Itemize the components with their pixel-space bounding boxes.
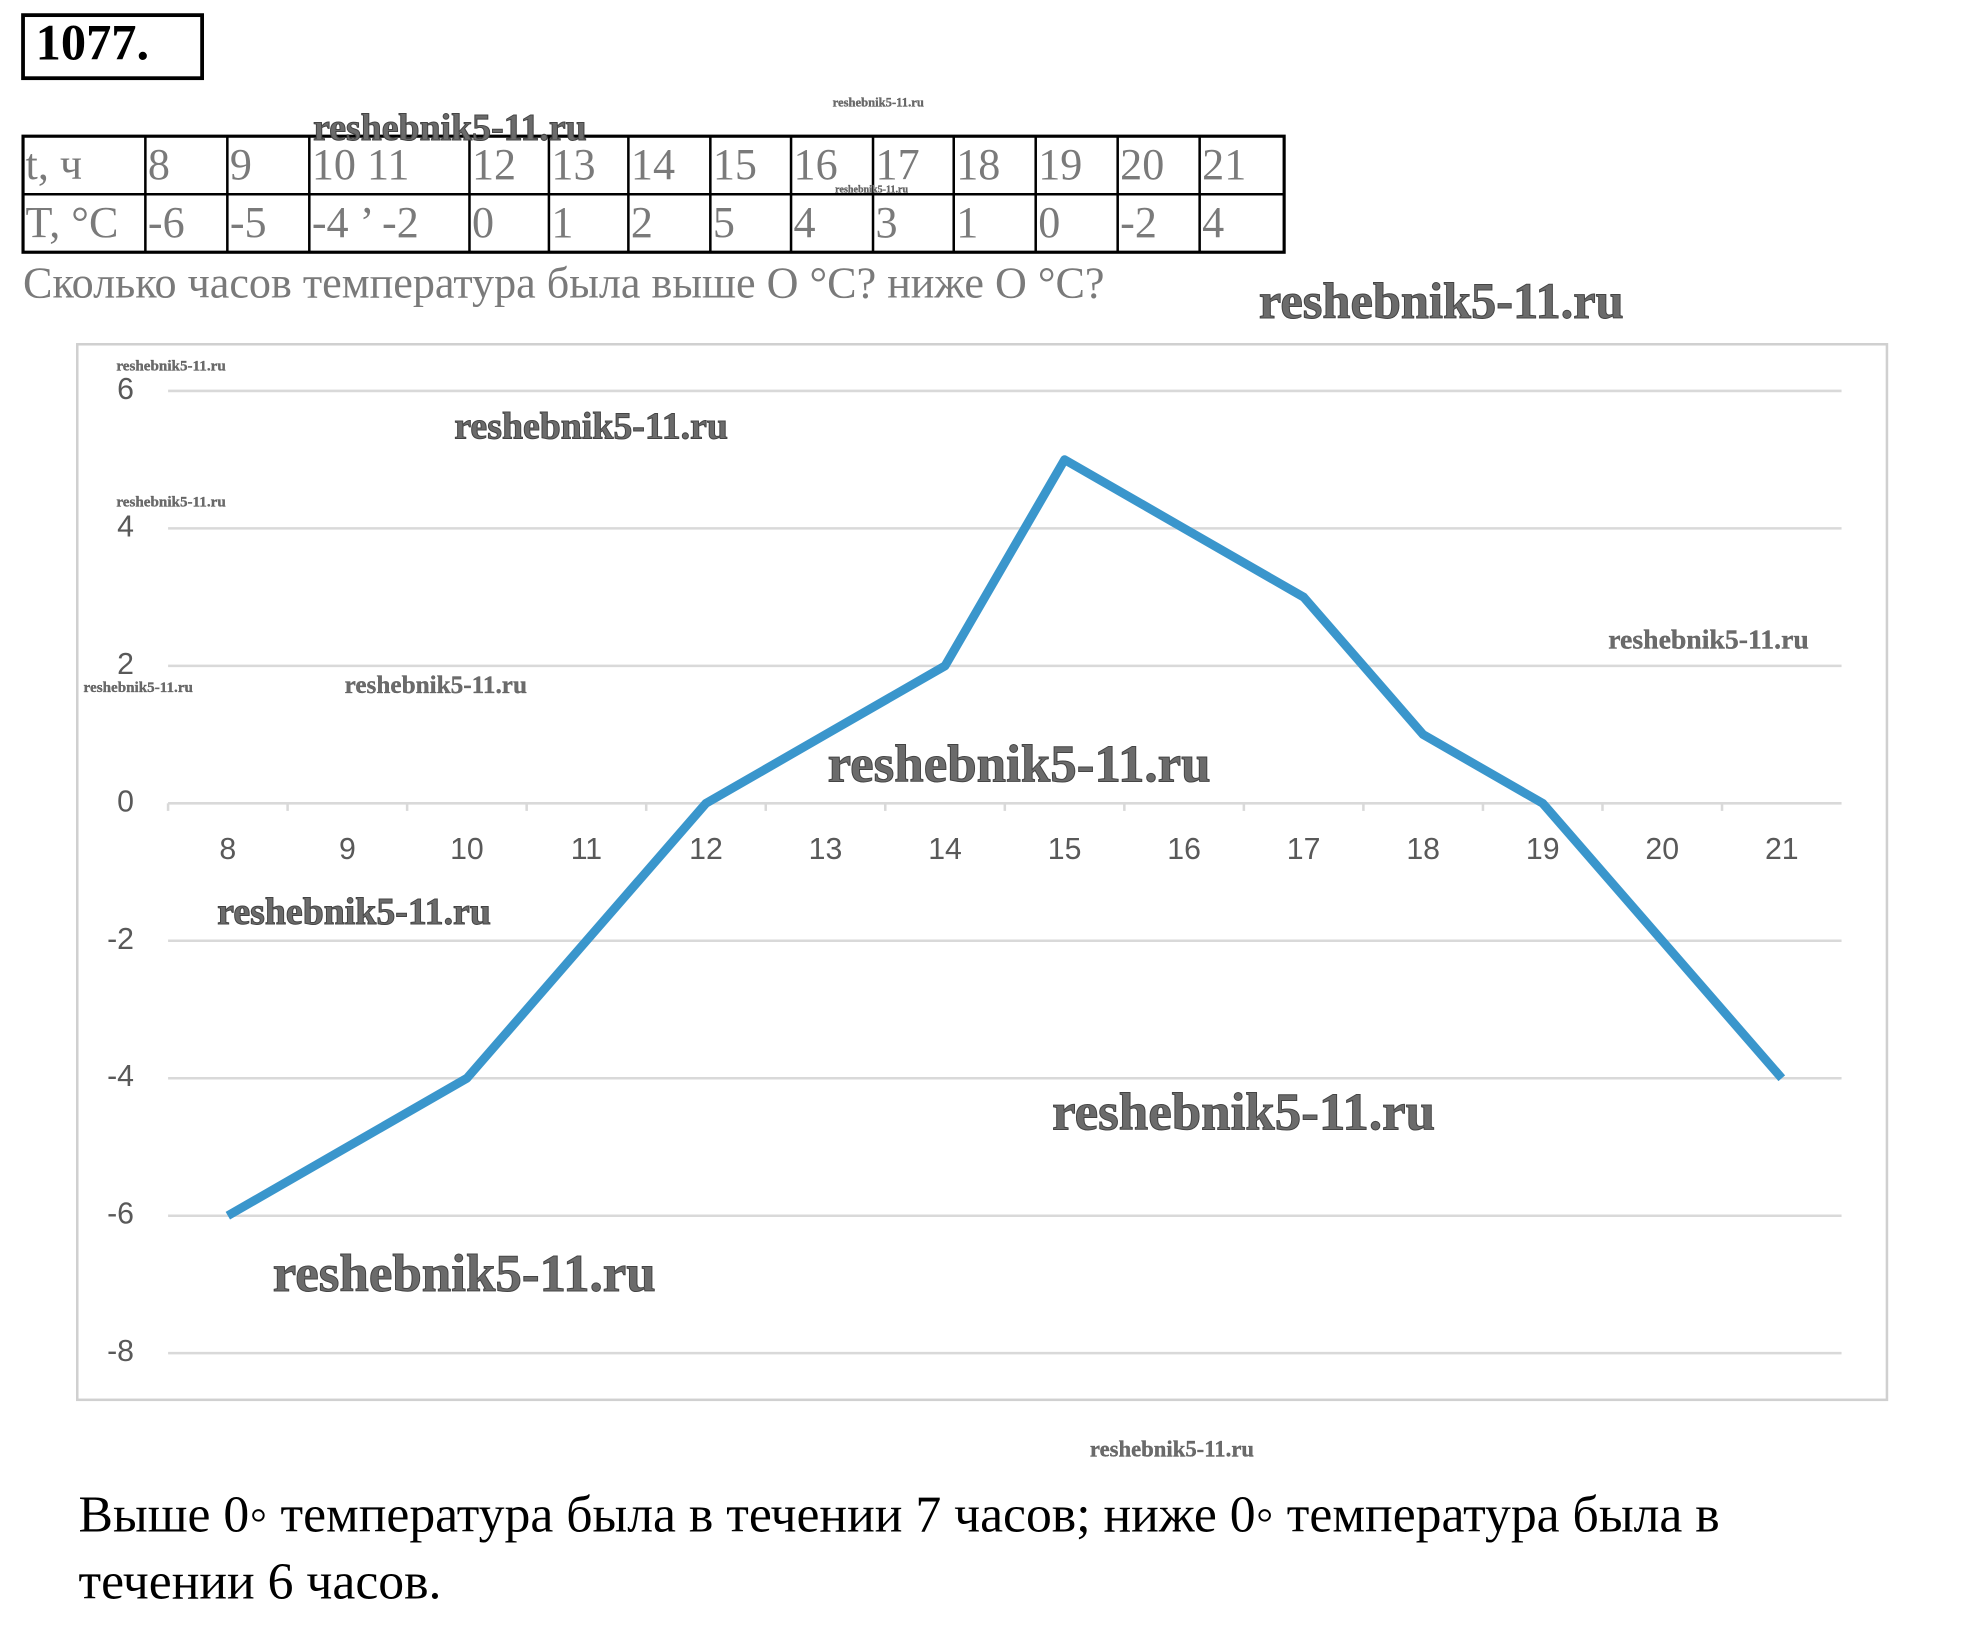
watermark: reshebnik5-11.ru [273,1245,656,1303]
table-cell: 3 [876,198,898,247]
title: 1077. [36,15,149,71]
x-tick-label: 19 [1526,833,1560,866]
watermark: reshebnik5-11.ru [1259,273,1624,329]
chart-frame [76,343,1889,1402]
table-cell: 4 [794,198,816,247]
x-tick-label: 14 [928,833,962,866]
table-cell: 19 [1038,140,1082,189]
table-cell: 8 [148,140,170,189]
y-tick-label: 0 [117,785,134,818]
x-tick-label: 18 [1406,833,1440,866]
table-cell: 21 [1202,140,1246,189]
table-cell: -5 [230,198,267,247]
table-cell: 10 11 [312,140,410,189]
table-cell: 18 [956,140,1000,189]
table-cell: 1 [956,198,978,247]
watermark: reshebnik5-11.ru [116,358,225,374]
title-box [21,13,205,81]
y-tick-label: 4 [117,510,134,543]
answer-line: течении 6 часов. [79,1553,442,1610]
watermark: reshebnik5-11.ru [345,672,527,699]
table-cell: 5 [713,198,735,247]
x-tick-label: 16 [1167,833,1201,866]
watermark: reshebnik5-11.ru [835,185,908,196]
question: Сколько часов температура была выше О °С… [23,259,1104,308]
x-tick-label: 9 [339,833,356,866]
watermark: reshebnik5-11.ru [116,495,225,511]
x-tick-label: 10 [450,833,484,866]
watermark: reshebnik5-11.ru [84,680,193,696]
answer-line: Выше 0◦ температура была в течении 7 час… [79,1486,1720,1543]
y-tick-label: -8 [107,1335,134,1368]
table-cell: 12 [472,140,516,189]
x-tick-label: 21 [1765,833,1799,866]
y-tick-label: 2 [117,648,134,681]
x-tick-label: 15 [1048,833,1082,866]
table-cell: -2 [1120,198,1157,247]
table-cell: T, °C [26,198,119,247]
table-cell: 20 [1120,140,1164,189]
x-tick-label: 12 [689,833,723,866]
table-cell: 2 [631,198,653,247]
y-tick-label: -6 [107,1198,134,1231]
watermark: reshebnik5-11.ru [217,891,491,933]
table-cell: 0 [472,198,494,247]
table-cell: 16 [794,140,838,189]
x-tick-label: 8 [219,833,236,866]
watermark: reshebnik5-11.ru [1090,1437,1254,1462]
watermark: reshebnik5-11.ru [1052,1083,1435,1141]
y-tick-label: -4 [107,1060,134,1093]
table-cell: 15 [713,140,757,189]
table-cell: -4 ’ -2 [312,198,419,247]
x-tick-label: 11 [571,833,602,866]
x-tick-label: 17 [1287,833,1321,866]
line [225,455,1786,1220]
watermark: reshebnik5-11.ru [833,95,924,109]
table-cell: t, ч [26,140,83,189]
table-cell: 1 [551,198,573,247]
table-cell: -6 [148,198,185,247]
watermark: reshebnik5-11.ru [1608,624,1809,655]
table-cell: 14 [631,140,675,189]
y-tick-label: -2 [107,923,134,956]
table-cell: 13 [551,140,595,189]
watermark: reshebnik5-11.ru [828,735,1211,793]
table-cell: 17 [876,140,920,189]
watermark: reshebnik5-11.ru [454,406,728,448]
y-tick-label: 6 [117,373,134,406]
x-tick-label: 20 [1645,833,1679,866]
table-cell: 4 [1202,198,1224,247]
table-cell: 0 [1038,198,1060,247]
x-tick-label: 13 [809,833,843,866]
watermark: reshebnik5-11.ru [313,107,587,149]
table-cell: 9 [230,140,252,189]
